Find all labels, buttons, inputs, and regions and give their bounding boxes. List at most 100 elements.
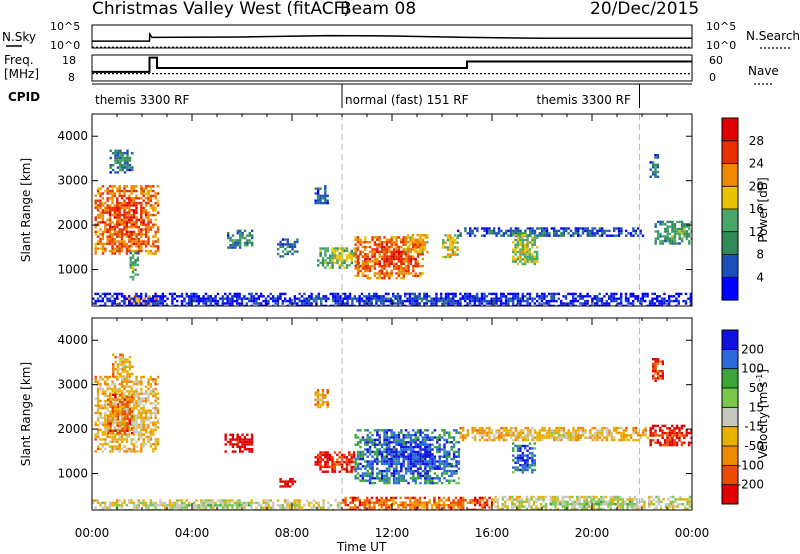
heatmap-cell (147, 213, 150, 217)
heatmap-cell (675, 443, 679, 447)
heatmap-cell (111, 450, 114, 453)
heatmap-cell (238, 445, 242, 448)
heatmap-cell (183, 297, 186, 300)
heatmap-cell (603, 304, 606, 306)
heatmap-cell (221, 304, 224, 306)
heatmap-cell (402, 274, 405, 277)
heatmap-cell (634, 232, 637, 235)
heatmap-cell (533, 436, 537, 439)
heatmap-cell (331, 247, 334, 250)
heatmap-cell (516, 461, 520, 464)
heatmap-cell (128, 304, 131, 306)
heatmap-cell (671, 441, 674, 444)
heatmap-cell (656, 434, 660, 437)
heatmap-cell (538, 431, 542, 435)
heatmap-cell (264, 299, 268, 303)
nsky-series-line (92, 31, 692, 42)
heatmap-cell (118, 402, 121, 405)
heatmap-cell (120, 240, 124, 243)
heatmap-cell (277, 243, 280, 246)
heatmap-cell (132, 447, 136, 451)
heatmap-cell (356, 267, 360, 270)
heatmap-cell (101, 242, 105, 246)
heatmap-cell (319, 261, 322, 265)
heatmap-cell (514, 243, 517, 246)
heatmap-cell (378, 503, 381, 507)
heatmap-cell (94, 206, 97, 210)
heatmap-cell (461, 297, 464, 300)
heatmap-cell (368, 257, 372, 261)
heatmap-cell (400, 462, 403, 466)
heatmap-cell (524, 464, 527, 467)
heatmap-cell (123, 395, 126, 398)
heatmap-cell (521, 438, 525, 442)
heatmap-cell (132, 407, 136, 410)
heatmap-cell (377, 295, 380, 298)
heatmap-cell (519, 436, 522, 439)
heatmap-cell (400, 448, 403, 451)
heatmap-cell (464, 434, 467, 437)
heatmap-cell (473, 297, 476, 300)
heatmap-cell (421, 248, 424, 251)
heatmap-cell (188, 304, 191, 306)
heatmap-cell (276, 304, 280, 306)
heatmap-cell (104, 206, 107, 210)
heatmap-cell (627, 434, 630, 437)
heatmap-cell (364, 472, 367, 475)
heatmap-cell (274, 302, 277, 305)
heatmap-cell (663, 439, 667, 442)
heatmap-cell (579, 434, 582, 437)
heatmap-cell (342, 501, 345, 504)
heatmap-cell (339, 295, 342, 298)
heatmap-cell (195, 297, 198, 300)
heatmap-cell (178, 295, 181, 298)
heatmap-cell (111, 221, 114, 224)
heatmap-cell (639, 302, 642, 305)
heatmap-cell (326, 249, 329, 253)
heatmap-cell (651, 299, 654, 303)
heatmap-cell (519, 454, 522, 457)
heatmap-cell (671, 439, 674, 442)
heatmap-cell (291, 482, 294, 486)
heatmap-cell (672, 295, 676, 298)
heatmap-cell (156, 438, 160, 441)
heatmap-cell (414, 445, 417, 449)
heatmap-cell (390, 250, 393, 253)
heatmap-cell (418, 238, 422, 242)
heatmap-cell (123, 399, 126, 403)
heatmap-cell (316, 463, 320, 466)
heatmap-cell (319, 247, 322, 250)
heatmap-cell (131, 152, 134, 155)
heatmap-cell (136, 251, 140, 255)
heatmap-cell (557, 434, 561, 437)
heatmap-cell (104, 223, 107, 226)
heatmap-cell (392, 481, 396, 485)
heatmap-cell (260, 295, 263, 298)
heatmap-cell (543, 227, 546, 230)
heatmap-cell (620, 436, 623, 439)
heatmap-cell (444, 299, 448, 303)
heatmap-cell (392, 236, 396, 239)
heatmap-cell (449, 304, 452, 306)
heatmap-cell (533, 447, 536, 450)
heatmap-cell (588, 304, 592, 306)
heatmap-cell (331, 252, 334, 255)
heatmap-cell (154, 443, 157, 446)
heatmap-cell (454, 299, 457, 303)
heatmap-cell (238, 292, 241, 296)
heatmap-cell (324, 393, 327, 397)
heatmap-cell (128, 400, 131, 404)
heatmap-cell (443, 469, 446, 473)
heatmap-cell (404, 238, 407, 242)
heatmap-cell (111, 302, 114, 305)
heatmap-cell (395, 267, 398, 270)
heatmap-cell (346, 304, 349, 306)
heatmap-cell (354, 465, 357, 468)
heatmap-cell (445, 438, 449, 442)
heatmap-cell (636, 297, 640, 300)
heatmap-cell (425, 292, 428, 296)
heatmap-cell (154, 218, 157, 222)
heatmap-cell (354, 477, 357, 480)
heatmap-cell (121, 356, 124, 359)
heatmap-cell (108, 299, 112, 303)
